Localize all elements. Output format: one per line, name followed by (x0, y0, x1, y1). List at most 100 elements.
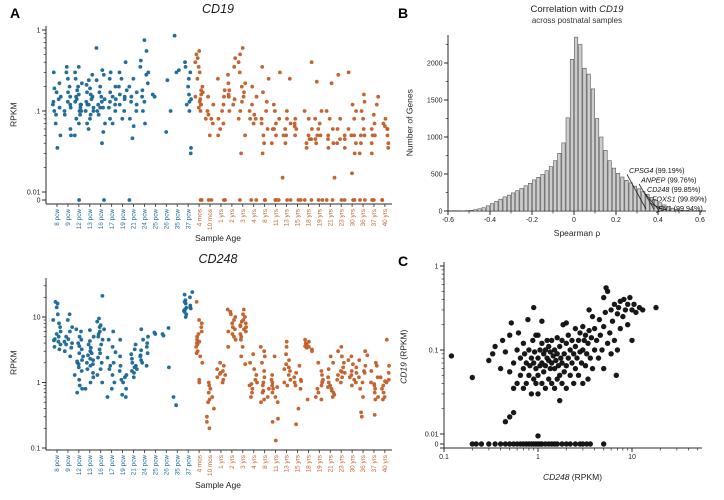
data-point (336, 72, 341, 77)
data-point (541, 369, 547, 375)
data-point (577, 330, 583, 336)
data-point (221, 121, 226, 126)
data-point (558, 355, 564, 361)
scatter-xlabel-rest: (RPKM) (569, 472, 603, 482)
data-point (150, 92, 155, 97)
data-point (230, 321, 235, 326)
data-point (198, 198, 203, 202)
data-point (601, 323, 607, 330)
data-point (98, 84, 103, 89)
data-point (107, 105, 111, 110)
data-point (118, 337, 123, 342)
data-point (298, 386, 303, 391)
data-point (342, 371, 347, 375)
data-point (473, 441, 479, 447)
data-point (172, 33, 177, 38)
data-point (613, 372, 619, 378)
data-point (216, 133, 221, 138)
data-point (535, 391, 541, 397)
y-tick-label: 10 (33, 315, 41, 322)
data-point (236, 116, 241, 121)
panel-b-plot: 0 500 1000 1500 2000 -0.6 -0.4 -0.2 0 0.2 0.4 0.6 CP… (427, 35, 707, 224)
data-point (302, 198, 307, 202)
data-point (316, 198, 321, 202)
data-point (261, 380, 266, 385)
hist-bar (506, 194, 511, 212)
data-point (232, 97, 237, 102)
data-point (51, 102, 55, 107)
data-point (94, 46, 99, 50)
data-point (502, 441, 509, 447)
age-tick-label: 24 pcw (142, 455, 149, 476)
data-point (270, 383, 275, 388)
data-point (152, 330, 157, 335)
data-point (200, 360, 205, 365)
y-tick-label: 0.01 (425, 432, 439, 439)
data-point (51, 318, 56, 322)
data-point (134, 109, 139, 113)
data-point (629, 307, 635, 313)
hist-bar (469, 210, 474, 212)
data-point (138, 65, 143, 69)
data-point (199, 325, 204, 329)
data-point (195, 342, 200, 347)
data-point (188, 151, 193, 156)
age-tick-label: 13 yrs (284, 209, 291, 226)
data-point (551, 347, 558, 353)
data-point (329, 81, 334, 86)
data-point (539, 380, 545, 387)
data-point (227, 88, 232, 93)
age-tick-label: 37 pcw (185, 209, 192, 230)
data-point (372, 382, 377, 386)
data-point (80, 81, 84, 86)
data-point (507, 441, 513, 447)
data-point (510, 409, 517, 416)
data-point (531, 376, 537, 382)
age-tick-label: 15 yrs (295, 455, 302, 472)
data-point (195, 76, 200, 81)
data-point (342, 137, 347, 142)
panel-a-letter: A (10, 5, 21, 21)
data-point (336, 373, 340, 377)
data-point (571, 351, 577, 357)
age-tick-label: 21 yrs (327, 209, 334, 226)
hist-bar (670, 207, 675, 212)
data-point (523, 380, 529, 387)
data-point (315, 133, 320, 138)
data-point (88, 116, 92, 121)
data-point (271, 386, 275, 391)
data-point (271, 102, 276, 107)
panel-b-letter: B (398, 5, 409, 21)
cd248-xlabel: Sample Age (195, 480, 241, 490)
data-point (193, 94, 198, 99)
data-point (316, 360, 321, 365)
annotation-label: FOXS1 (99.89%) (652, 195, 707, 204)
age-tick-label: 1 yrs (218, 209, 225, 223)
data-point (97, 325, 102, 329)
data-point (98, 351, 102, 356)
data-point (103, 121, 107, 126)
data-point (206, 198, 211, 202)
age-tick-label: 26 pcw (164, 209, 171, 230)
data-point (640, 307, 646, 313)
data-point (88, 356, 93, 361)
data-point (233, 327, 237, 332)
data-point (335, 141, 340, 146)
data-point (68, 354, 73, 359)
data-point (74, 327, 79, 332)
data-point (313, 395, 318, 399)
data-point (386, 146, 391, 150)
data-point (138, 58, 143, 63)
data-point (622, 307, 629, 313)
age-tick-label: 16 pcw (98, 455, 105, 476)
data-point (197, 70, 202, 75)
data-point (188, 303, 193, 308)
data-point (507, 369, 513, 375)
data-point (296, 406, 301, 411)
data-point (77, 198, 81, 202)
age-tick-label: 21 pcw (131, 455, 138, 476)
data-point (363, 198, 367, 202)
age-tick-label: 10 mos (207, 209, 214, 230)
data-point (278, 70, 282, 75)
data-point (206, 380, 211, 385)
